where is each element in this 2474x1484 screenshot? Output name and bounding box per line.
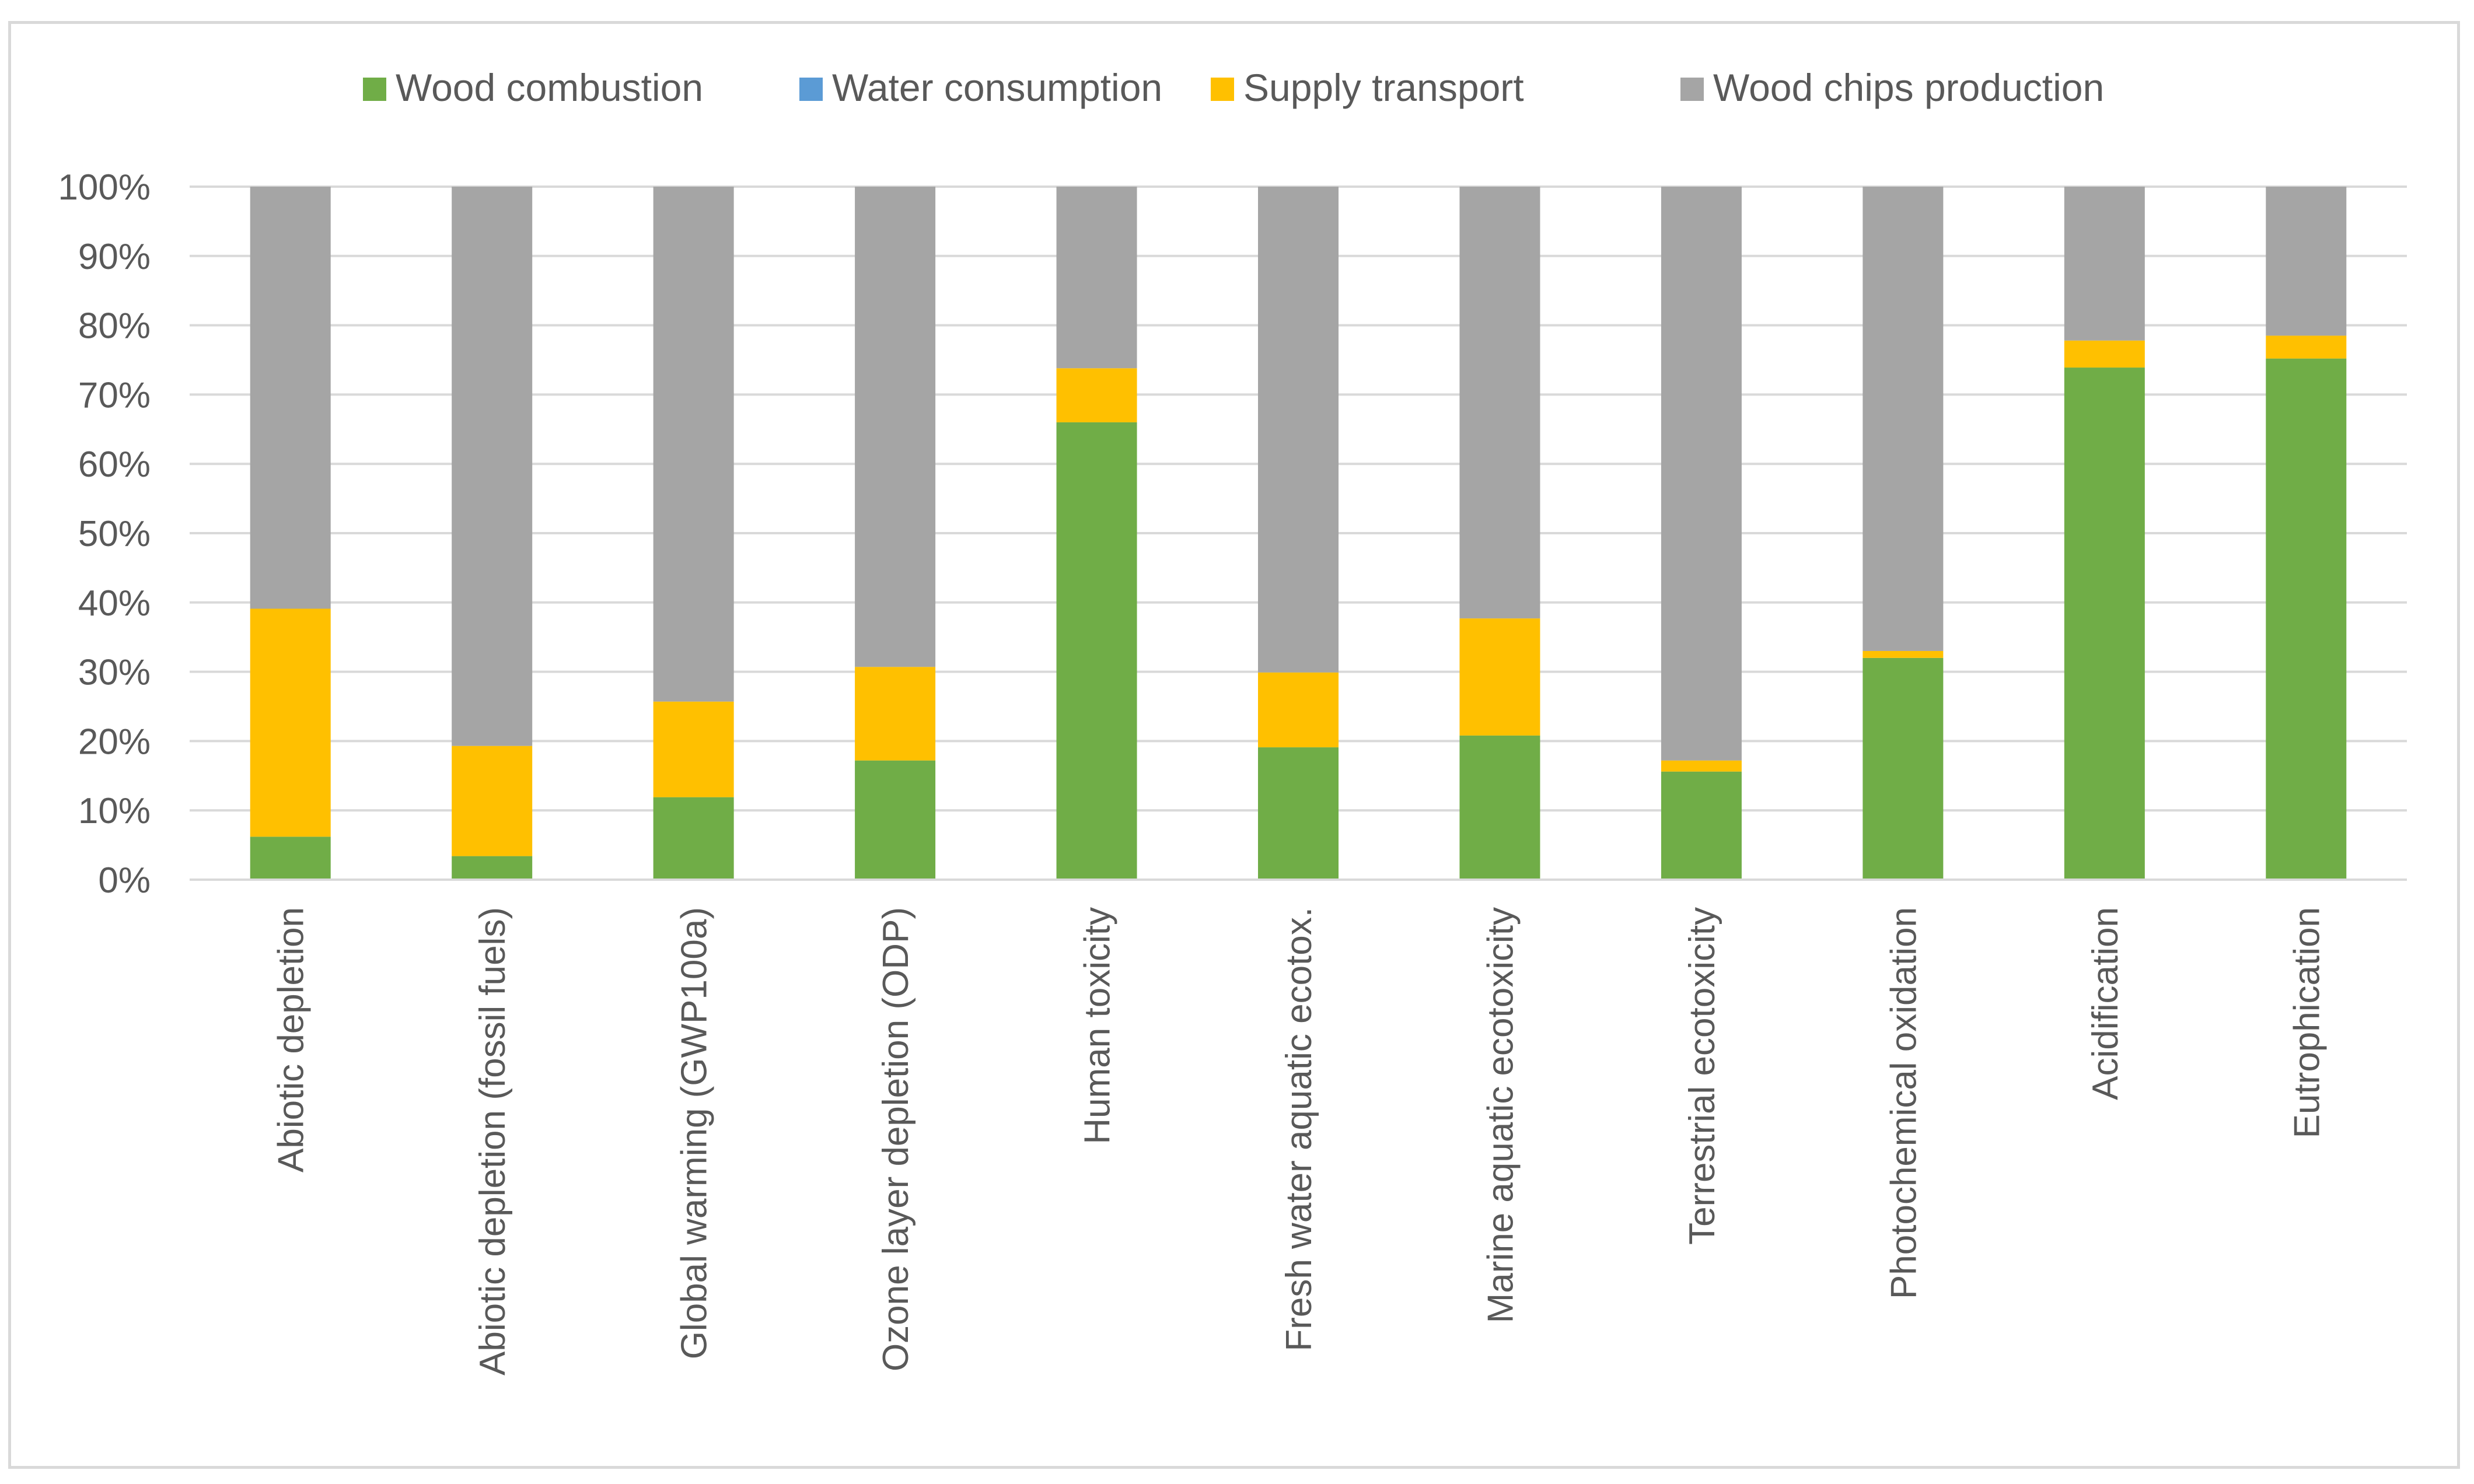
bars [250, 187, 2347, 880]
bar-segment-wood-chips-production-global-warming-gwp100a [653, 187, 734, 702]
x-category-label: Global warming (GWP100a) [675, 907, 715, 1359]
legend-label-supply-transport: Supply transport [1243, 66, 1524, 109]
y-tick-label: 90% [78, 237, 151, 277]
x-category-label: Fresh water aquatic ecotox. [1279, 907, 1319, 1352]
bar-segment-wood-combustion-photochemical-oxidation [1863, 657, 1944, 880]
y-axis-tick-labels: 0% 10% 20% 30% 40% 50% 60% 70% 80% 90% 100% [58, 167, 151, 901]
y-tick-label: 70% [78, 375, 151, 415]
legend-swatch-wood-combustion [363, 78, 386, 101]
bar-segment-supply-transport-human-toxicity [1056, 368, 1137, 422]
bar-segment-wood-combustion-human-toxicity [1056, 422, 1137, 880]
bar-segment-wood-chips-production-marine-aquatic-ecotoxicity [1459, 187, 1540, 619]
bar-segment-wood-chips-production-terrestrial-ecotoxicity [1661, 187, 1742, 761]
bar-segment-supply-transport-eutrophication [2266, 335, 2347, 359]
x-category-label: Terrestrial ecotoxicity [1682, 907, 1722, 1245]
bar-segment-wood-combustion-marine-aquatic-ecotoxicity [1459, 735, 1540, 880]
x-category-label: Abiotic depletion (fossil fuels) [473, 907, 513, 1376]
y-tick-label: 100% [58, 167, 151, 208]
bar-segment-wood-combustion-terrestrial-ecotoxicity [1661, 771, 1742, 880]
legend-swatch-water-consumption [799, 78, 823, 101]
bar-segment-wood-combustion-global-warming-gwp100a [653, 797, 734, 880]
y-tick-label: 0% [98, 860, 151, 901]
x-category-label: Photochemical oxidation [1884, 907, 1924, 1299]
x-category-label: Abiotic depletion [271, 907, 312, 1172]
y-tick-label: 30% [78, 653, 151, 693]
bar-segment-wood-chips-production-abiotic-depletion-fossil-fuels [452, 187, 533, 746]
y-tick-label: 10% [78, 791, 151, 831]
x-category-label: Eutrophication [2287, 907, 2327, 1138]
x-axis-category-labels: Abiotic depletion Abiotic depletion (foss… [271, 907, 2328, 1376]
legend-label-wood-chips-production: Wood chips production [1713, 66, 2104, 109]
bar-segment-wood-combustion-abiotic-depletion [250, 836, 331, 880]
legend-swatch-wood-chips-production [1680, 78, 1704, 101]
y-tick-label: 20% [78, 722, 151, 762]
bar-segment-wood-combustion-acidification [2064, 368, 2145, 880]
chart-frame [8, 21, 2460, 1469]
bar-segment-supply-transport-ozone-layer-depletion-odp [855, 667, 936, 761]
legend-label-wood-combustion: Wood combustion [396, 66, 703, 109]
bar-segment-supply-transport-photochemical-oxidation [1863, 650, 1944, 658]
legend: Wood combustion Water consumption Supply t… [363, 66, 2104, 109]
bar-segment-wood-chips-production-fresh-water-aquatic-ecotox [1258, 187, 1339, 673]
y-tick-label: 40% [78, 583, 151, 624]
bar-segment-wood-chips-production-ozone-layer-depletion-odp [855, 187, 936, 667]
y-tick-label: 60% [78, 444, 151, 485]
bar-segment-wood-chips-production-acidification [2064, 187, 2145, 341]
bar-segment-wood-combustion-ozone-layer-depletion-odp [855, 760, 936, 880]
y-tick-label: 50% [78, 514, 151, 554]
bar-segment-wood-combustion-abiotic-depletion-fossil-fuels [452, 856, 533, 880]
bar-segment-wood-chips-production-abiotic-depletion [250, 187, 331, 609]
legend-swatch-supply-transport [1211, 78, 1234, 101]
bar-segment-supply-transport-fresh-water-aquatic-ecotox [1258, 672, 1339, 748]
y-tick-label: 80% [78, 306, 151, 346]
bar-segment-wood-chips-production-human-toxicity [1056, 187, 1137, 369]
bar-segment-supply-transport-terrestrial-ecotoxicity [1661, 760, 1742, 772]
bar-segment-supply-transport-marine-aquatic-ecotoxicity [1459, 618, 1540, 736]
bar-segment-wood-chips-production-photochemical-oxidation [1863, 187, 1944, 651]
bar-segment-supply-transport-abiotic-depletion-fossil-fuels [452, 746, 533, 856]
x-category-label: Ozone layer depletion (ODP) [876, 907, 916, 1371]
bar-segment-wood-combustion-fresh-water-aquatic-ecotox [1258, 747, 1339, 880]
bar-segment-supply-transport-acidification [2064, 340, 2145, 368]
legend-label-water-consumption: Water consumption [832, 66, 1162, 109]
bar-segment-supply-transport-abiotic-depletion [250, 608, 331, 837]
x-category-label: Marine aquatic ecotoxicity [1480, 907, 1521, 1323]
x-category-label: Human toxicity [1078, 907, 1118, 1144]
bar-segment-wood-combustion-eutrophication [2266, 358, 2347, 880]
bar-segment-wood-chips-production-eutrophication [2266, 187, 2347, 336]
x-category-label: Acidification [2085, 907, 2126, 1100]
bar-segment-supply-transport-global-warming-gwp100a [653, 701, 734, 797]
